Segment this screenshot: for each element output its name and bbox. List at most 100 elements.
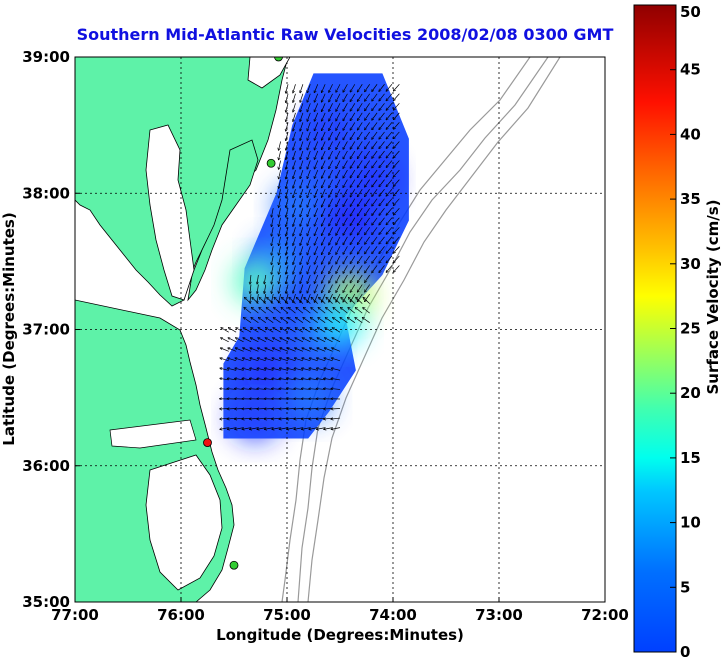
velocity-arrow xyxy=(336,103,341,111)
velocity-arrow xyxy=(357,293,363,302)
x-tick-label: 76:00 xyxy=(157,606,205,624)
velocity-arrow xyxy=(357,84,363,92)
velocity-arrow xyxy=(321,103,326,111)
velocity-arrow xyxy=(307,189,311,197)
velocity-arrow xyxy=(329,150,333,159)
velocity-arrow xyxy=(365,188,370,196)
velocity-arrow xyxy=(393,246,400,253)
velocity-arrow xyxy=(317,328,326,333)
velocity-arrow xyxy=(347,318,356,323)
velocity-arrow xyxy=(324,358,333,362)
colorbar-tick-label: 15 xyxy=(680,449,701,467)
velocity-arrow xyxy=(348,297,356,304)
velocity-arrow xyxy=(307,198,311,207)
velocity-arrow xyxy=(314,179,319,188)
velocity-arrow xyxy=(386,103,393,110)
velocity-arrow xyxy=(307,246,311,254)
velocity-arrow xyxy=(379,208,385,215)
velocity-arrow xyxy=(336,246,341,254)
velocity-arrow xyxy=(279,170,281,179)
velocity-arrow xyxy=(350,198,356,207)
velocity-arrow xyxy=(350,141,356,149)
velocity-arrow xyxy=(314,284,319,293)
velocity-arrow xyxy=(300,208,304,217)
velocity-arrow xyxy=(321,189,326,197)
velocity-arrow xyxy=(273,338,281,343)
velocity-arrow xyxy=(293,112,296,122)
velocity-arrow xyxy=(329,160,333,169)
velocity-arrow xyxy=(272,358,281,362)
velocity-arrow xyxy=(300,103,304,112)
hf-radar-stations xyxy=(203,57,283,570)
velocity-arrow xyxy=(288,328,296,333)
velocity-arrow xyxy=(386,198,393,206)
velocity-arrow xyxy=(321,246,326,254)
colorbar-tick-label: 5 xyxy=(680,578,690,596)
velocity-arrow xyxy=(279,198,281,208)
velocity-arrow xyxy=(362,318,370,323)
velocity-patch xyxy=(233,259,278,304)
velocity-arrow xyxy=(350,208,356,216)
velocity-arrow xyxy=(307,84,311,92)
velocity-arrow xyxy=(325,338,333,343)
velocity-arrow xyxy=(379,141,385,148)
x-tick-label: 77:00 xyxy=(51,606,99,624)
velocity-arrow xyxy=(379,160,385,168)
velocity-arrow xyxy=(271,236,274,246)
velocity-arrow xyxy=(257,284,258,294)
velocity-arrow xyxy=(332,348,341,352)
velocity-arrow xyxy=(343,284,348,293)
velocity-arrow xyxy=(350,122,356,130)
velocity-arrow xyxy=(221,338,229,343)
velocity-arrow xyxy=(333,297,341,304)
velocity-arrow xyxy=(300,131,304,141)
velocity-arrow xyxy=(314,93,319,102)
velocity-arrow xyxy=(329,169,333,178)
velocity-arrow xyxy=(279,227,281,236)
velocity-arrow xyxy=(336,274,341,283)
velocity-arrow xyxy=(331,427,341,430)
velocity-arrow xyxy=(393,169,400,177)
velocity-arrow xyxy=(336,236,341,245)
velocity-arrow xyxy=(386,246,393,253)
velocity-patch xyxy=(275,184,320,229)
velocity-arrow xyxy=(321,169,326,178)
velocity-arrow xyxy=(279,265,281,274)
velocity-arrow xyxy=(228,348,237,352)
velocity-arrow xyxy=(350,246,356,254)
velocity-arrow xyxy=(279,189,281,198)
velocity-arrow xyxy=(365,169,370,177)
velocity-arrow xyxy=(386,122,393,129)
y-axis-label: Latitude (Degrees:Minutes) xyxy=(0,212,18,445)
velocity-arrow xyxy=(321,84,326,92)
velocity-arrow xyxy=(350,169,356,178)
velocity-arrow xyxy=(314,103,319,111)
velocity-arrow xyxy=(293,93,296,103)
velocity-arrow xyxy=(343,255,348,264)
velocity-arrow xyxy=(372,227,378,234)
velocity-arrow xyxy=(258,318,267,323)
velocity-arrow xyxy=(365,103,370,110)
velocity-arrow xyxy=(343,236,348,245)
velocity-arrow xyxy=(343,150,348,159)
velocity-arrow xyxy=(321,217,326,226)
velocity-arrow xyxy=(300,255,304,265)
velocity-arrow xyxy=(379,198,385,206)
velocity-arrow xyxy=(307,141,311,149)
velocity-arrow xyxy=(286,160,289,170)
velocity-arrow xyxy=(379,246,385,253)
velocity-arrow xyxy=(314,141,319,149)
velocity-arrow xyxy=(267,297,274,304)
velocity-arrow xyxy=(372,84,378,91)
velocity-arrow xyxy=(365,284,370,292)
pamlico-sound xyxy=(145,454,223,591)
velocity-arrow xyxy=(393,112,400,120)
velocity-arrow xyxy=(329,246,333,254)
velocity-arrow xyxy=(336,284,341,293)
velocity-arrow xyxy=(365,160,370,168)
velocity-arrow xyxy=(343,84,348,92)
station-marker xyxy=(229,560,239,570)
velocity-arrow xyxy=(281,318,289,323)
velocity-arrow xyxy=(336,179,341,188)
velocity-arrow xyxy=(356,297,363,304)
